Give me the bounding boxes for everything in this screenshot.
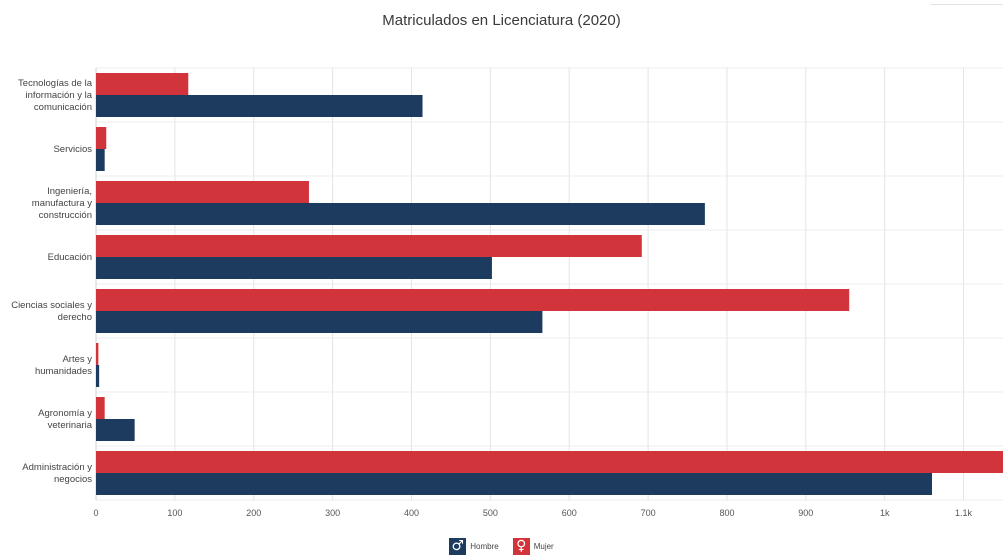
bar-mujer xyxy=(96,397,105,419)
category-label-line: Artes y xyxy=(62,354,92,365)
category-label-line: información y la xyxy=(25,90,92,101)
legend-item-hombre[interactable]: ♂ Hombre xyxy=(449,538,499,555)
category-label-line: comunicación xyxy=(34,102,92,113)
category-label-line: derecho xyxy=(58,312,92,323)
category-label: Ciencias sociales y derecho xyxy=(11,300,92,323)
bar-mujer xyxy=(96,451,1003,473)
x-tick-label: 0 xyxy=(93,508,98,518)
x-tick-label: 100 xyxy=(167,508,182,518)
male-symbol-icon: ♂ xyxy=(449,538,467,555)
legend-label-hombre: Hombre xyxy=(470,542,499,551)
x-tick-label: 1.1k xyxy=(955,508,973,518)
bar-mujer xyxy=(96,127,107,149)
bars xyxy=(96,73,1003,495)
x-tick-label: 200 xyxy=(246,508,261,518)
x-tick-label: 300 xyxy=(325,508,340,518)
female-symbol-icon: ♀ xyxy=(512,538,530,555)
category-label-line: Servicios xyxy=(53,144,92,155)
bar-mujer xyxy=(96,343,99,365)
bar-mujer xyxy=(96,181,309,203)
x-tick-label: 800 xyxy=(719,508,734,518)
category-label-line: manufactura y xyxy=(32,198,92,209)
category-label: Tecnologías de la información y la comunic… xyxy=(18,78,93,113)
bar-hombre xyxy=(96,149,105,171)
x-tick-label: 700 xyxy=(641,508,656,518)
bar-hombre xyxy=(96,365,100,387)
chart-title: Matriculados en Licenciatura (2020) xyxy=(382,12,621,29)
bar-hombre xyxy=(96,95,423,117)
category-label-line: Ingeniería, xyxy=(47,186,92,197)
category-label: Agronomía y veterinaria xyxy=(38,408,93,431)
grid xyxy=(95,67,1003,501)
category-label: Servicios xyxy=(53,144,92,155)
x-tick-label: 1k xyxy=(880,508,890,518)
x-tick-label: 900 xyxy=(798,508,813,518)
category-label: Ingeniería, manufactura y construcción xyxy=(32,186,92,221)
category-label-line: Agronomía y xyxy=(38,408,92,419)
category-labels: Tecnologías de la información y la comunic… xyxy=(11,78,93,485)
bar-hombre xyxy=(96,203,705,225)
category-label-line: Administración y xyxy=(22,462,92,473)
category-label: Educación xyxy=(48,252,92,263)
bar-hombre xyxy=(96,311,543,333)
bar-hombre xyxy=(96,473,933,495)
category-label-line: Educación xyxy=(48,252,92,263)
legend-label-mujer: Mujer xyxy=(533,542,554,551)
category-label: Artes y humanidades xyxy=(35,354,92,377)
x-tick-label: 400 xyxy=(404,508,419,518)
category-label-line: humanidades xyxy=(35,366,92,377)
category-label-line: veterinaria xyxy=(48,420,93,431)
top-divider xyxy=(930,4,1003,5)
bar-mujer xyxy=(96,235,642,257)
category-label: Administración y negocios xyxy=(22,462,92,485)
category-label-line: construcción xyxy=(39,210,92,221)
legend: ♂ Hombre ♀ Mujer xyxy=(0,538,1003,555)
category-label-line: Ciencias sociales y xyxy=(11,300,92,311)
x-tick-label: 600 xyxy=(562,508,577,518)
bar-chart: Tecnologías de la información y la comunic… xyxy=(11,67,1003,518)
bar-hombre xyxy=(96,257,492,279)
category-label-line: negocios xyxy=(54,474,92,485)
bar-mujer xyxy=(96,289,850,311)
x-axis-ticks: 0 100 200 300 400 500 600 700 800 900 1k 1.1k xyxy=(93,508,972,518)
bar-hombre xyxy=(96,419,135,441)
category-label-line: Tecnologías de la xyxy=(18,78,93,89)
legend-item-mujer[interactable]: ♀ Mujer xyxy=(512,538,554,555)
bar-mujer xyxy=(96,73,189,95)
x-tick-label: 500 xyxy=(483,508,498,518)
